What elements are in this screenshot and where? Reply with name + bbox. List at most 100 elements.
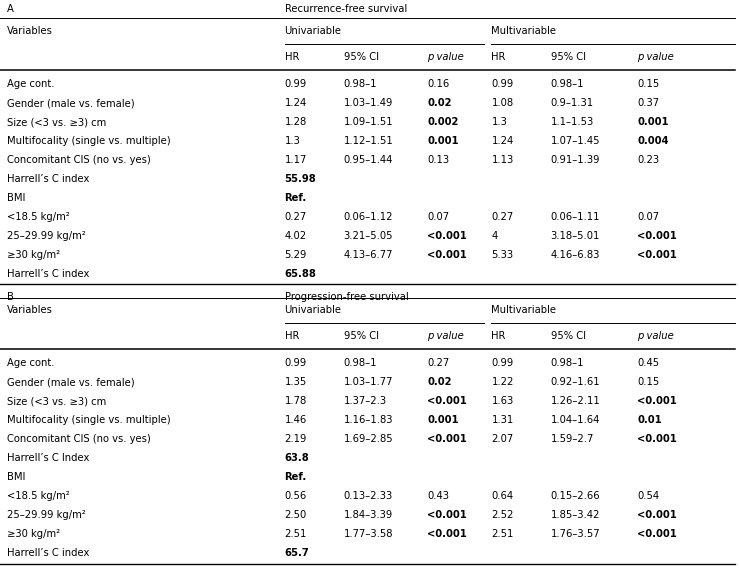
Text: 0.43: 0.43 bbox=[427, 491, 449, 501]
Text: 95% CI: 95% CI bbox=[551, 332, 585, 342]
Text: Variables: Variables bbox=[7, 26, 53, 36]
Text: <18.5 kg/m²: <18.5 kg/m² bbox=[7, 212, 70, 222]
Text: 0.001: 0.001 bbox=[427, 136, 459, 146]
Text: 1.69–2.85: 1.69–2.85 bbox=[344, 434, 393, 444]
Text: 1.85–3.42: 1.85–3.42 bbox=[551, 511, 600, 521]
Text: 0.99: 0.99 bbox=[285, 79, 307, 89]
Text: 0.45: 0.45 bbox=[637, 359, 659, 368]
Text: <0.001: <0.001 bbox=[637, 434, 677, 444]
Text: 0.91–1.39: 0.91–1.39 bbox=[551, 155, 600, 165]
Text: 1.08: 1.08 bbox=[491, 98, 514, 108]
Text: Recurrence-free survival: Recurrence-free survival bbox=[285, 4, 406, 14]
Text: 1.24: 1.24 bbox=[491, 136, 514, 146]
Text: <0.001: <0.001 bbox=[637, 231, 677, 241]
Text: 1.28: 1.28 bbox=[285, 117, 307, 127]
Text: 1.84–3.39: 1.84–3.39 bbox=[344, 511, 393, 521]
Text: 5.33: 5.33 bbox=[491, 250, 514, 260]
Text: 2.51: 2.51 bbox=[491, 529, 514, 539]
Text: 0.99: 0.99 bbox=[491, 359, 514, 368]
Text: Size (<3 vs. ≥3) cm: Size (<3 vs. ≥3) cm bbox=[7, 396, 106, 406]
Text: 0.56: 0.56 bbox=[285, 491, 307, 501]
Text: <0.001: <0.001 bbox=[427, 250, 467, 260]
Text: 55.98: 55.98 bbox=[285, 174, 316, 184]
Text: 1.16–1.83: 1.16–1.83 bbox=[344, 416, 393, 426]
Text: 0.27: 0.27 bbox=[491, 212, 514, 222]
Text: Variables: Variables bbox=[7, 305, 53, 315]
Text: Age cont.: Age cont. bbox=[7, 79, 55, 89]
Text: 1.76–3.57: 1.76–3.57 bbox=[551, 529, 600, 539]
Text: Univariable: Univariable bbox=[285, 26, 341, 36]
Text: 0.004: 0.004 bbox=[637, 136, 669, 146]
Text: p value: p value bbox=[427, 52, 464, 62]
Text: Multivariable: Multivariable bbox=[491, 305, 556, 315]
Text: Multivariable: Multivariable bbox=[491, 26, 556, 36]
Text: Multifocality (single vs. multiple): Multifocality (single vs. multiple) bbox=[7, 136, 171, 146]
Text: HR: HR bbox=[285, 52, 299, 62]
Text: 0.001: 0.001 bbox=[637, 117, 669, 127]
Text: B: B bbox=[7, 293, 14, 303]
Text: 0.95–1.44: 0.95–1.44 bbox=[344, 155, 393, 165]
Text: Gender (male vs. female): Gender (male vs. female) bbox=[7, 377, 135, 388]
Text: 65.88: 65.88 bbox=[285, 269, 316, 279]
Text: 65.7: 65.7 bbox=[285, 549, 309, 559]
Text: 0.13: 0.13 bbox=[427, 155, 449, 165]
Text: 0.37: 0.37 bbox=[637, 98, 659, 108]
Text: Harrell’s C index: Harrell’s C index bbox=[7, 174, 89, 184]
Text: 2.50: 2.50 bbox=[285, 511, 307, 521]
Text: <0.001: <0.001 bbox=[427, 434, 467, 444]
Text: 0.15: 0.15 bbox=[637, 79, 659, 89]
Text: 1.77–3.58: 1.77–3.58 bbox=[344, 529, 393, 539]
Text: 3.21–5.05: 3.21–5.05 bbox=[344, 231, 393, 241]
Text: 1.1–1.53: 1.1–1.53 bbox=[551, 117, 594, 127]
Text: 1.3: 1.3 bbox=[491, 117, 507, 127]
Text: 95% CI: 95% CI bbox=[551, 52, 585, 62]
Text: ≥30 kg/m²: ≥30 kg/m² bbox=[7, 250, 61, 260]
Text: 0.07: 0.07 bbox=[637, 212, 659, 222]
Text: 1.63: 1.63 bbox=[491, 396, 514, 406]
Text: 2.51: 2.51 bbox=[285, 529, 307, 539]
Text: ≥30 kg/m²: ≥30 kg/m² bbox=[7, 529, 61, 539]
Text: p value: p value bbox=[637, 332, 674, 342]
Text: BMI: BMI bbox=[7, 472, 26, 483]
Text: 0.92–1.61: 0.92–1.61 bbox=[551, 377, 600, 388]
Text: p value: p value bbox=[637, 52, 674, 62]
Text: 1.35: 1.35 bbox=[285, 377, 307, 388]
Text: 0.99: 0.99 bbox=[491, 79, 514, 89]
Text: 25–29.99 kg/m²: 25–29.99 kg/m² bbox=[7, 511, 86, 521]
Text: 4.13–6.77: 4.13–6.77 bbox=[344, 250, 393, 260]
Text: 0.02: 0.02 bbox=[427, 377, 452, 388]
Text: Size (<3 vs. ≥3) cm: Size (<3 vs. ≥3) cm bbox=[7, 117, 106, 127]
Text: 1.37–2.3: 1.37–2.3 bbox=[344, 396, 386, 406]
Text: 95% CI: 95% CI bbox=[344, 52, 378, 62]
Text: 0.15–2.66: 0.15–2.66 bbox=[551, 491, 600, 501]
Text: <0.001: <0.001 bbox=[637, 511, 677, 521]
Text: 4.02: 4.02 bbox=[285, 231, 307, 241]
Text: 1.09–1.51: 1.09–1.51 bbox=[344, 117, 393, 127]
Text: 25–29.99 kg/m²: 25–29.99 kg/m² bbox=[7, 231, 86, 241]
Text: 1.03–1.49: 1.03–1.49 bbox=[344, 98, 393, 108]
Text: 1.3: 1.3 bbox=[285, 136, 300, 146]
Text: Progression-free survival: Progression-free survival bbox=[285, 293, 408, 303]
Text: Age cont.: Age cont. bbox=[7, 359, 55, 368]
Text: 0.98–1: 0.98–1 bbox=[344, 79, 377, 89]
Text: Concomitant CIS (no vs. yes): Concomitant CIS (no vs. yes) bbox=[7, 155, 151, 165]
Text: p value: p value bbox=[427, 332, 464, 342]
Text: 0.98–1: 0.98–1 bbox=[344, 359, 377, 368]
Text: 2.19: 2.19 bbox=[285, 434, 307, 444]
Text: 1.22: 1.22 bbox=[491, 377, 514, 388]
Text: 0.06–1.11: 0.06–1.11 bbox=[551, 212, 600, 222]
Text: HR: HR bbox=[491, 52, 505, 62]
Text: Concomitant CIS (no vs. yes): Concomitant CIS (no vs. yes) bbox=[7, 434, 151, 444]
Text: <0.001: <0.001 bbox=[427, 396, 467, 406]
Text: 1.03–1.77: 1.03–1.77 bbox=[344, 377, 393, 388]
Text: 0.27: 0.27 bbox=[285, 212, 307, 222]
Text: Harrell’s C index: Harrell’s C index bbox=[7, 269, 89, 279]
Text: 0.15: 0.15 bbox=[637, 377, 659, 388]
Text: <0.001: <0.001 bbox=[427, 231, 467, 241]
Text: 0.13–2.33: 0.13–2.33 bbox=[344, 491, 393, 501]
Text: Ref.: Ref. bbox=[285, 193, 307, 203]
Text: 0.23: 0.23 bbox=[637, 155, 659, 165]
Text: Univariable: Univariable bbox=[285, 305, 341, 315]
Text: Harrell’s C Index: Harrell’s C Index bbox=[7, 454, 89, 463]
Text: 0.64: 0.64 bbox=[491, 491, 514, 501]
